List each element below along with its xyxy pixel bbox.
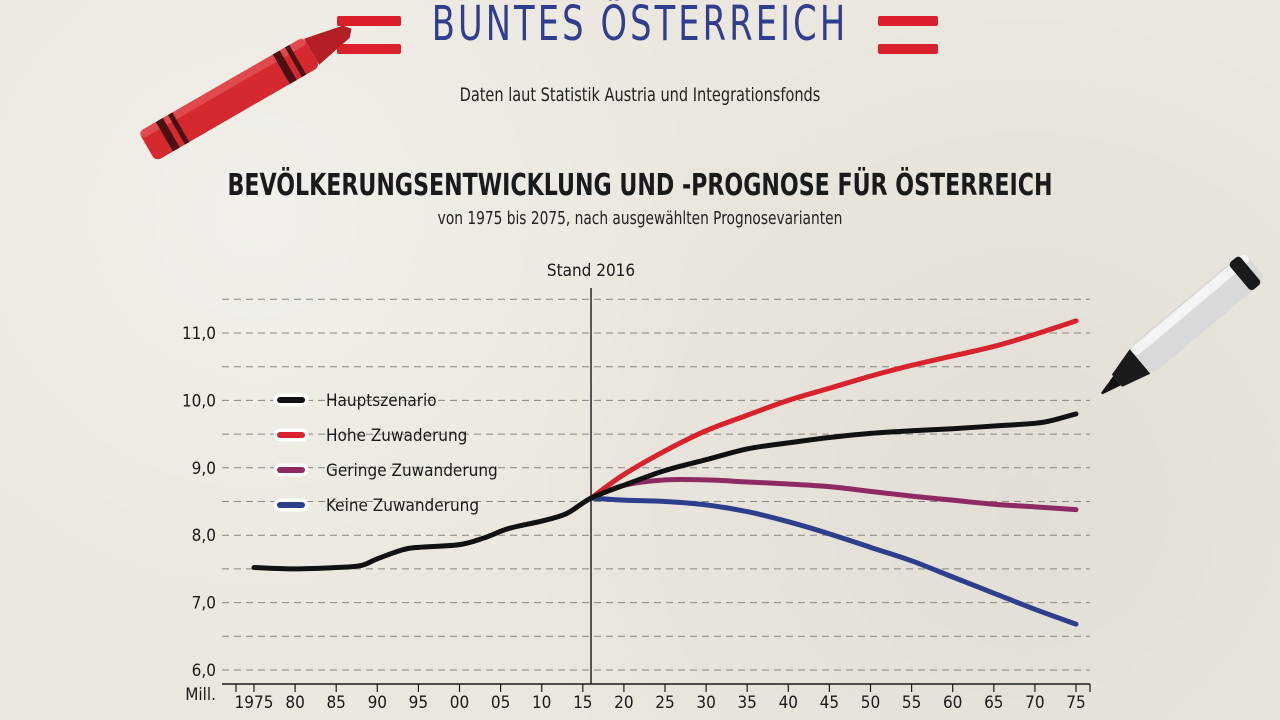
x-tick-label: 50 xyxy=(861,693,880,713)
series-line-keine-zuwanderung xyxy=(588,495,1079,627)
x-tick-label: 00 xyxy=(450,693,469,713)
y-tick-label: 7,0 xyxy=(192,594,216,614)
y-tick-label: 11,0 xyxy=(182,324,216,344)
legend-label: Keine Zuwanderung xyxy=(326,496,479,516)
marker-pen-icon xyxy=(1101,254,1263,395)
series-line-geringe-zuwanderung xyxy=(588,476,1079,513)
series-line-hohe-zuwaderung xyxy=(588,318,1079,501)
y-tick-label: 8,0 xyxy=(192,526,216,546)
x-tick-label: 35 xyxy=(737,693,756,713)
legend-label: Hohe Zuwaderung xyxy=(326,426,467,446)
series-lines xyxy=(251,318,1079,627)
grid-lines xyxy=(222,298,1090,671)
legend-label: Geringe Zuwanderung xyxy=(326,461,498,481)
y-axis-unit-label: Mill. xyxy=(185,685,216,705)
x-tick-label: 05 xyxy=(491,693,510,713)
brand-title: BUNTES ÖSTERREICH xyxy=(431,0,849,52)
x-tick-label: 65 xyxy=(984,693,1003,713)
x-tick-label: 30 xyxy=(696,693,715,713)
x-tick-label: 40 xyxy=(779,693,798,713)
x-tick-label: 55 xyxy=(902,693,921,713)
red-crayon-icon xyxy=(140,25,352,160)
chart-title: BEVÖLKERUNGSENTWICKLUNG UND -PROGNOSE FÜ… xyxy=(227,168,1053,203)
x-tick-label: 45 xyxy=(820,693,839,713)
x-tick-label: 70 xyxy=(1025,693,1044,713)
x-tick-label: 90 xyxy=(368,693,387,713)
series-line-hauptszenario xyxy=(251,411,1079,572)
y-tick-label: 6,0 xyxy=(192,661,216,681)
y-tick-label: 10,0 xyxy=(182,391,216,411)
legend: Hauptszenario Hohe Zuwaderung Geringe Zuwa… xyxy=(273,391,498,516)
flag-stripe-left-top xyxy=(337,16,401,26)
x-tick-label: 1975 xyxy=(235,693,274,713)
stand-2016-label: Stand 2016 xyxy=(547,261,635,281)
data-source-note: Daten laut Statistik Austria und Integra… xyxy=(459,84,821,106)
x-tick-label: 95 xyxy=(409,693,428,713)
chart-subtitle: von 1975 bis 2075, nach ausgewählten Pro… xyxy=(437,208,843,229)
flag-stripe-right-bottom xyxy=(878,44,938,54)
x-tick-label: 80 xyxy=(285,693,304,713)
legend-label: Hauptszenario xyxy=(326,391,437,411)
flag-stripe-right-top xyxy=(878,16,938,26)
x-tick-label: 60 xyxy=(943,693,962,713)
x-tick-label: 25 xyxy=(655,693,674,713)
x-tick-label: 15 xyxy=(573,693,592,713)
x-tick-label: 75 xyxy=(1066,693,1085,713)
x-tick-label: 20 xyxy=(614,693,633,713)
x-tick-label: 10 xyxy=(532,693,551,713)
flag-stripe-left-bottom xyxy=(337,44,401,54)
axes: 1975 80 85 90 95 00 05 10 15 20 25 30 35 40 45 50 55 60 65… xyxy=(182,261,1091,713)
x-tick-label: 85 xyxy=(326,693,345,713)
y-tick-label: 9,0 xyxy=(192,459,216,479)
